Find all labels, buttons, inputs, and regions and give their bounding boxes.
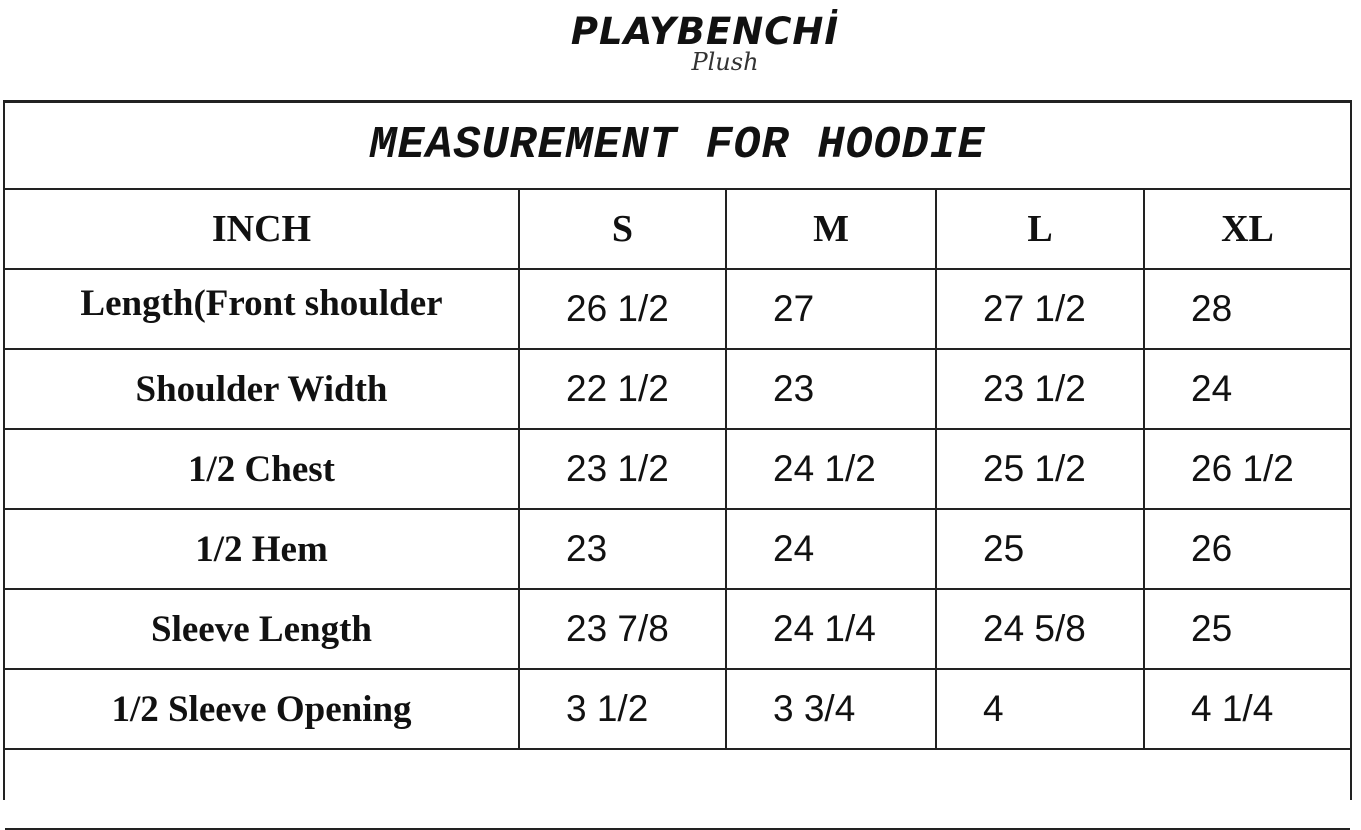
- header-cell-l: L: [935, 190, 1145, 270]
- measurement-cell: 24 1/4: [725, 588, 937, 670]
- measurement-cell: 25: [935, 508, 1145, 590]
- measurement-cell: 26 1/2: [518, 268, 727, 350]
- measurement-cell: 26: [1143, 508, 1350, 590]
- measurement-cell: 22 1/2: [518, 348, 727, 430]
- header-cell-xl: XL: [1143, 190, 1350, 270]
- brand-logo: PLAYBENCHİ Plush: [545, 10, 865, 100]
- table-row: Length(Front shoulder 26 1/2 27 27 1/2 28: [5, 268, 1350, 350]
- header-row: INCH S M L XL: [5, 190, 1350, 270]
- measurement-cell: 24 1/2: [725, 428, 937, 510]
- header-cell-unit: INCH: [5, 190, 520, 270]
- table-row: Shoulder Width 22 1/2 23 23 1/2 24: [5, 348, 1350, 430]
- measurement-cell: 27: [725, 268, 937, 350]
- measurement-cell: 25 1/2: [935, 428, 1145, 510]
- measurement-cell: 24: [1143, 348, 1350, 430]
- header-cell-m: M: [725, 190, 937, 270]
- chart-title: MEASUREMENT FOR HOODIE: [5, 103, 1350, 190]
- row-label: Shoulder Width: [5, 348, 520, 430]
- measurement-cell: 23: [725, 348, 937, 430]
- measurement-cell: 23: [518, 508, 727, 590]
- size-chart: MEASUREMENT FOR HOODIE INCH S M L XL Len…: [3, 100, 1352, 830]
- logo-brand-text: PLAYBENCHİ: [570, 10, 840, 53]
- table-row: 1/2 Sleeve Opening 3 1/2 3 3/4 4 4 1/4: [5, 668, 1350, 750]
- measurement-cell: 26 1/2: [1143, 428, 1350, 510]
- measurement-cell: 24 5/8: [935, 588, 1145, 670]
- size-table: INCH S M L XL Length(Front shoulder 26 1/…: [5, 190, 1350, 830]
- measurement-cell: 3 3/4: [725, 668, 937, 750]
- measurement-cell: 25: [1143, 588, 1350, 670]
- measurement-cell: 27 1/2: [935, 268, 1145, 350]
- logo-script-text: Plush: [691, 48, 759, 76]
- measurement-cell: 4: [935, 668, 1145, 750]
- table-row: Sleeve Length 23 7/8 24 1/4 24 5/8 25: [5, 588, 1350, 670]
- empty-cell: [5, 748, 1350, 830]
- measurement-cell: 28: [1143, 268, 1350, 350]
- measurement-cell: 23 1/2: [935, 348, 1145, 430]
- measurement-cell: 24: [725, 508, 937, 590]
- row-label: 1/2 Sleeve Opening: [5, 668, 520, 750]
- table-row: 1/2 Chest 23 1/2 24 1/2 25 1/2 26 1/2: [5, 428, 1350, 510]
- row-label: Sleeve Length: [5, 588, 520, 670]
- header-cell-s: S: [518, 190, 727, 270]
- measurement-cell: 4 1/4: [1143, 668, 1350, 750]
- row-label: 1/2 Hem: [5, 508, 520, 590]
- row-label: 1/2 Chest: [5, 428, 520, 510]
- measurement-cell: 23 1/2: [518, 428, 727, 510]
- measurement-cell: 3 1/2: [518, 668, 727, 750]
- row-label: Length(Front shoulder: [5, 268, 520, 350]
- table-row: 1/2 Hem 23 24 25 26: [5, 508, 1350, 590]
- empty-row: [5, 748, 1350, 830]
- measurement-cell: 23 7/8: [518, 588, 727, 670]
